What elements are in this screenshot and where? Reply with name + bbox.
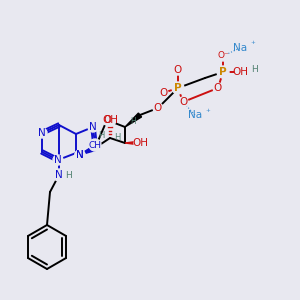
Text: O⁻: O⁻ bbox=[217, 52, 229, 61]
Circle shape bbox=[172, 82, 184, 94]
Text: H: H bbox=[130, 118, 136, 127]
Polygon shape bbox=[80, 146, 96, 155]
Text: Na: Na bbox=[233, 43, 247, 53]
Circle shape bbox=[173, 65, 183, 75]
Circle shape bbox=[153, 103, 163, 113]
Circle shape bbox=[235, 67, 245, 77]
Circle shape bbox=[75, 150, 85, 160]
Circle shape bbox=[134, 137, 146, 149]
Text: N: N bbox=[38, 128, 46, 138]
Circle shape bbox=[213, 83, 223, 93]
Text: ⁺: ⁺ bbox=[206, 107, 210, 116]
Text: N: N bbox=[76, 150, 84, 160]
Text: OH: OH bbox=[132, 138, 148, 148]
Text: H: H bbox=[114, 133, 120, 142]
Circle shape bbox=[75, 150, 85, 160]
Circle shape bbox=[178, 97, 188, 107]
Circle shape bbox=[102, 115, 112, 125]
Text: H: H bbox=[98, 131, 104, 140]
Circle shape bbox=[88, 122, 98, 132]
Text: O: O bbox=[174, 65, 182, 75]
Circle shape bbox=[158, 88, 168, 98]
Circle shape bbox=[218, 51, 228, 61]
Circle shape bbox=[104, 114, 116, 126]
Text: O: O bbox=[103, 115, 111, 125]
Circle shape bbox=[53, 169, 65, 181]
Polygon shape bbox=[125, 113, 142, 127]
Text: N: N bbox=[55, 170, 63, 180]
Text: Na: Na bbox=[188, 110, 202, 120]
Text: ⁺: ⁺ bbox=[250, 40, 255, 50]
Text: OH: OH bbox=[102, 115, 118, 125]
Text: O: O bbox=[214, 83, 222, 93]
Circle shape bbox=[89, 139, 101, 151]
Circle shape bbox=[53, 155, 63, 165]
Text: N: N bbox=[54, 155, 62, 165]
Text: OH: OH bbox=[232, 67, 248, 77]
Circle shape bbox=[37, 128, 47, 138]
Text: H: H bbox=[250, 65, 257, 74]
Polygon shape bbox=[125, 141, 140, 145]
Text: O: O bbox=[179, 97, 187, 107]
Text: P: P bbox=[219, 67, 227, 77]
Circle shape bbox=[217, 66, 229, 78]
Text: O: O bbox=[154, 103, 162, 113]
Text: N: N bbox=[76, 150, 84, 160]
Text: O: O bbox=[159, 88, 167, 98]
Text: P: P bbox=[174, 83, 182, 93]
Text: N: N bbox=[89, 122, 97, 132]
Text: H: H bbox=[64, 172, 71, 181]
Text: CH: CH bbox=[88, 140, 101, 149]
